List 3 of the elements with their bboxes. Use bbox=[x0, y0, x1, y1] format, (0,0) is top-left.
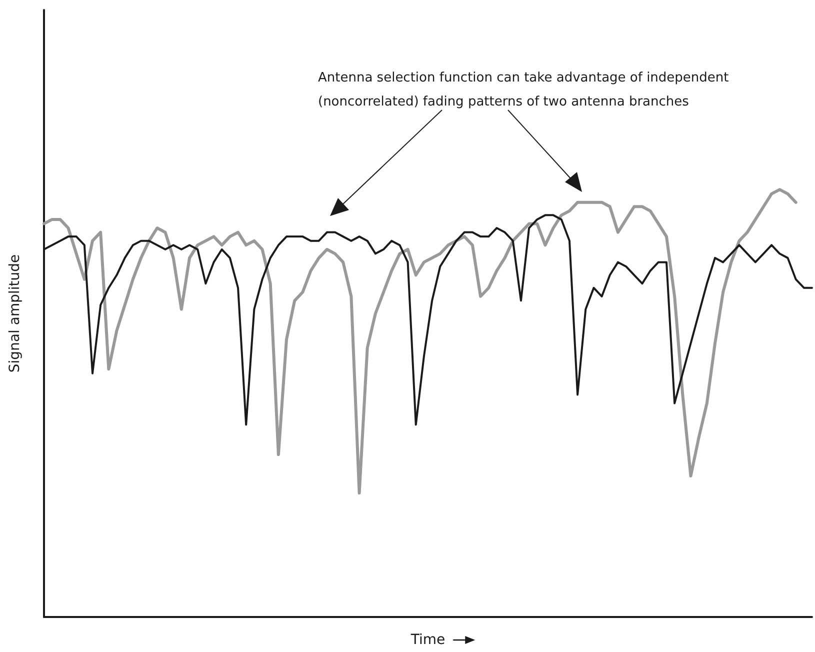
y-axis-title: Signal amplitude bbox=[7, 254, 23, 373]
text: Antenna selection function can take advantage of independent (noncorrelated) fading patterns of two antenna branches bbox=[318, 70, 733, 110]
x-axis-title: Time bbox=[410, 632, 446, 648]
